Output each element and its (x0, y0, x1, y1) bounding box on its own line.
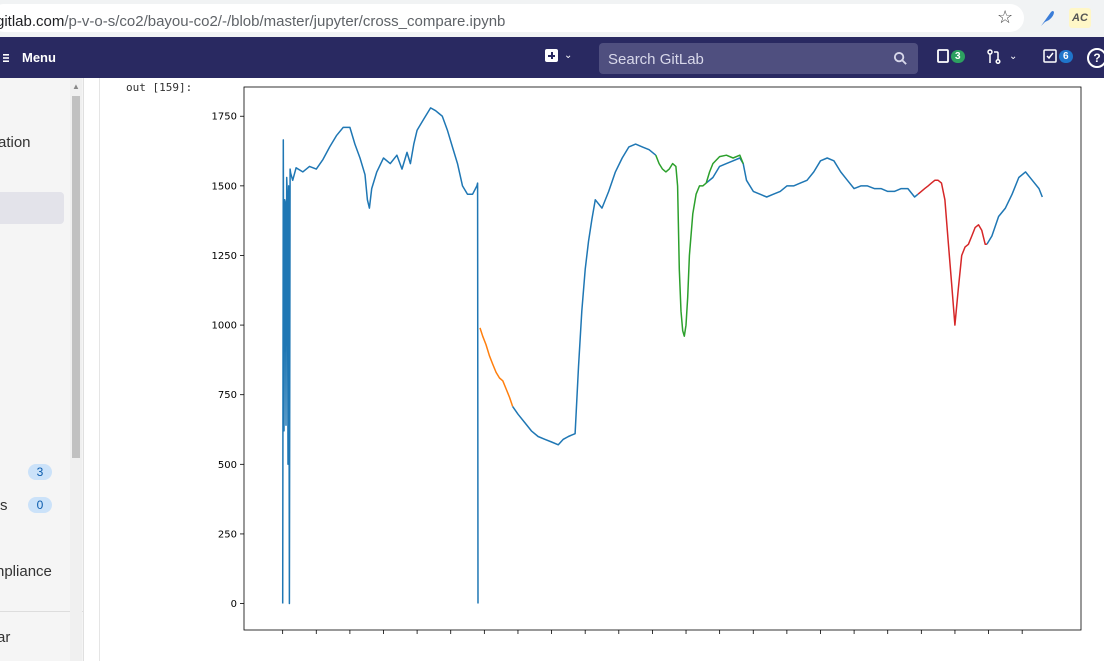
series-line (705, 154, 744, 184)
help-icon[interactable]: ? (1087, 48, 1104, 68)
plus-square-icon (545, 49, 558, 62)
series-line (917, 179, 987, 326)
series-line (655, 154, 707, 337)
sidebar-item-label: npliance (0, 563, 52, 580)
menu-label: Menu (22, 50, 56, 65)
scrollbar-thumb[interactable] (72, 96, 80, 458)
gitlab-top-nav: Menu ⌄ 3 ⌄ 6 ? (0, 37, 1104, 78)
series-line (511, 143, 657, 446)
scroll-up-arrow-icon[interactable]: ▲ (72, 82, 80, 91)
sidebar-item-label: ation (0, 134, 31, 151)
y-tick-label: 500 (218, 460, 237, 471)
y-tick-label: 0 (231, 599, 237, 610)
y-tick-label: 750 (218, 390, 237, 401)
todos-nav-button[interactable]: 6 (1043, 49, 1073, 63)
sidebar-active-item[interactable] (0, 192, 64, 224)
sidebar-scrollbar[interactable]: ▲ (70, 78, 82, 661)
issues-count-badge: 3 (951, 49, 965, 63)
y-tick-label: 1250 (212, 251, 237, 262)
search-box[interactable] (599, 43, 918, 76)
sidebar-badge-zero: 0 (28, 497, 52, 513)
sidebar-divider (0, 611, 83, 612)
sidebar-collapse-item[interactable]: ar (0, 629, 10, 646)
sidebar-badge-issues: 3 (28, 464, 52, 480)
merge-request-icon (987, 49, 1001, 64)
chevron-down-icon: ⌄ (564, 50, 573, 61)
issues-icon (937, 49, 949, 63)
browser-toolbar: gitlab.com/p-v-o-s/co2/bayou-co2/-/blob/… (0, 0, 1104, 37)
url-text[interactable]: gitlab.com/p-v-o-s/co2/bayou-co2/-/blob/… (0, 13, 506, 30)
hamburger-icon (3, 53, 9, 62)
todo-check-icon (1043, 49, 1057, 63)
y-tick-label: 250 (218, 529, 237, 540)
y-tick-label: 1000 (212, 321, 237, 332)
notebook-output-chart: 0100200300400500600700800900100011001200… (212, 86, 1082, 634)
project-sidebar: ation 3 s 0 npliance ar ▲ (0, 78, 84, 661)
search-icon[interactable] (893, 51, 908, 66)
output-prompt: out [159]: (126, 81, 193, 94)
plot-area (243, 86, 1082, 631)
series-line (281, 107, 479, 605)
series-line (986, 171, 1043, 245)
sidebar-item-integration[interactable]: ation (0, 134, 31, 151)
bookmark-star-icon[interactable]: ☆ (997, 7, 1014, 27)
chevron-down-icon: ⌄ (1009, 51, 1018, 62)
issues-nav-button[interactable]: 3 (937, 49, 965, 63)
address-bar[interactable]: gitlab.com/p-v-o-s/co2/bayou-co2/-/blob/… (0, 4, 1024, 32)
merge-requests-nav-button[interactable]: ⌄ (987, 49, 1017, 64)
sidebar-item-label: s (0, 497, 8, 514)
menu-button[interactable]: Menu (0, 37, 56, 78)
search-input[interactable] (599, 43, 890, 76)
sidebar-item-s[interactable]: s (0, 497, 8, 514)
sidebar-item-compliance[interactable]: npliance (0, 563, 52, 580)
series-line (479, 327, 514, 407)
sidebar-item-label: ar (0, 629, 11, 646)
y-tick-label: 1500 (212, 181, 237, 192)
feather-extension-icon[interactable] (1037, 8, 1057, 28)
y-tick-label: 1750 (212, 112, 237, 123)
todos-count-badge: 6 (1059, 49, 1073, 63)
extension-ac-icon[interactable]: AC (1069, 8, 1091, 28)
notebook-gutter-line (99, 78, 100, 661)
new-dropdown-button[interactable]: ⌄ (545, 49, 572, 62)
